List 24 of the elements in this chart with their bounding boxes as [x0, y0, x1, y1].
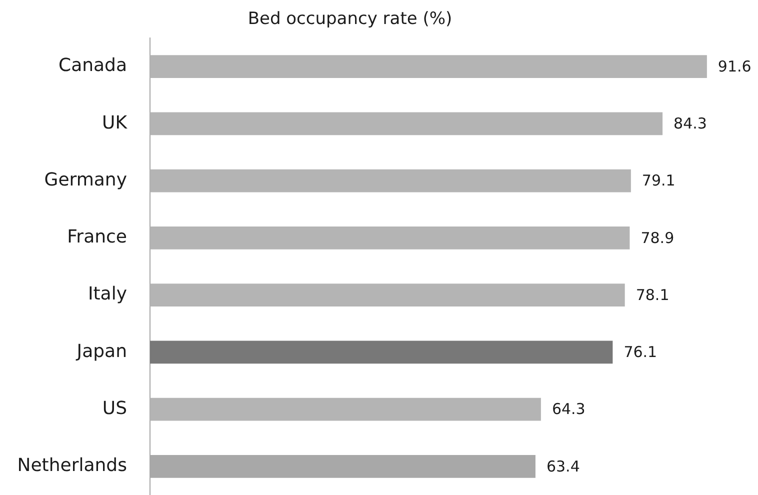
- data-label: 79.1: [642, 172, 676, 190]
- data-label: 63.4: [546, 457, 580, 476]
- bar: [150, 226, 630, 250]
- data-label: 91.6: [718, 57, 752, 76]
- y-tick-label: Italy: [88, 284, 128, 305]
- y-tick-label: Japan: [76, 340, 127, 362]
- bar: [150, 398, 541, 421]
- y-tick-label: Canada: [58, 55, 127, 76]
- y-tick-label: Netherlands: [17, 455, 127, 476]
- y-tick-label: France: [67, 226, 127, 248]
- data-label: 76.1: [624, 343, 658, 362]
- y-tick-label: US: [102, 398, 127, 419]
- data-label: 64.3: [552, 400, 586, 418]
- y-tick-label: Germany: [44, 169, 128, 190]
- bar: [150, 112, 663, 136]
- data-label: 84.3: [674, 114, 707, 133]
- bar: [150, 284, 625, 306]
- chart-title: Bed occupancy rate (%): [246, 9, 454, 29]
- bar: [150, 340, 613, 364]
- data-label: 78.9: [640, 228, 674, 247]
- data-label: 78.1: [636, 286, 670, 304]
- y-tick-label: UK: [102, 112, 128, 134]
- bar: [150, 55, 707, 78]
- bar: [150, 169, 631, 192]
